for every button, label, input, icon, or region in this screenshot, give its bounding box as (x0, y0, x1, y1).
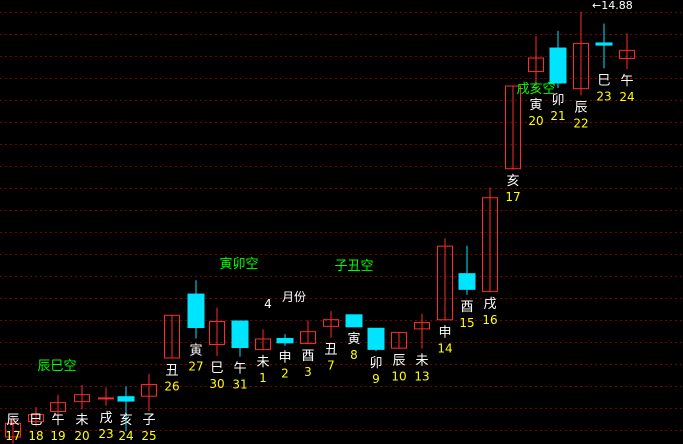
candle-body-down (367, 327, 385, 350)
day-label: 1 (259, 371, 267, 385)
branch-label: 卯 (369, 356, 382, 371)
candle-body-down (276, 337, 294, 344)
candle-body-up (619, 49, 635, 59)
candle-body-up (505, 85, 521, 170)
branch-label: 亥 (119, 413, 132, 428)
candle-body-down (231, 320, 249, 349)
candle-body-up (74, 394, 90, 403)
branch-label: 寅 (347, 331, 360, 347)
branch-label: 丑 (165, 363, 178, 378)
candle-body-up (391, 331, 407, 349)
day-label: 14 (437, 341, 452, 355)
day-label: 8 (350, 348, 358, 362)
branch-label: 申 (278, 351, 291, 366)
day-label: 15 (459, 316, 474, 330)
branch-label: 巳 (29, 413, 42, 428)
day-label: 3 (304, 365, 312, 379)
candle-body-up (482, 197, 498, 292)
candle-body-up (437, 245, 453, 321)
candle-body-down (345, 314, 363, 328)
branch-label: 寅 (529, 97, 542, 113)
candle-body-down (187, 293, 205, 329)
candle-body-down (117, 396, 135, 402)
day-label: 23 (596, 89, 611, 103)
branch-label: 辰 (574, 100, 587, 115)
high-marker: ←14.88 (592, 0, 633, 12)
candle-body-up (300, 331, 316, 344)
candle-body-up (255, 338, 271, 351)
candles (5, 11, 635, 444)
candle-body-up (141, 383, 157, 397)
day-label: 24 (619, 90, 634, 104)
day-label: 24 (118, 429, 133, 443)
branch-label: 丑 (324, 343, 337, 358)
annotation-label: 4 (264, 297, 272, 311)
branch-label: 巳 (210, 361, 223, 376)
candle-body-up (50, 402, 66, 412)
candle-body-down (549, 47, 567, 84)
annotation-label: 子丑空 (334, 259, 373, 274)
day-label: 17 (505, 190, 520, 204)
branch-label: 亥 (506, 174, 519, 189)
high-price-label: ←14.88 (592, 0, 633, 12)
annotation-label: 辰巳空 (37, 359, 76, 374)
day-label: 20 (74, 429, 89, 443)
branch-label: 戌 (483, 297, 496, 312)
branch-label: 巳 (597, 73, 610, 88)
candle-body-up (98, 397, 114, 400)
candle-body-up (209, 320, 225, 346)
day-label: 19 (50, 429, 65, 443)
candle-body-up (528, 57, 544, 73)
day-label: 2 (281, 367, 289, 381)
branch-label: 辰 (6, 413, 19, 428)
day-label: 31 (232, 378, 247, 392)
branch-label: 戌 (99, 411, 112, 426)
candle-body-up (28, 414, 44, 423)
day-label: 18 (28, 429, 43, 443)
branch-label: 午 (51, 413, 64, 428)
annotation-label: 寅卯空 (219, 256, 258, 272)
day-label: 16 (482, 313, 497, 327)
day-label: 26 (164, 379, 179, 393)
day-label: 7 (327, 359, 335, 373)
day-label: 21 (550, 109, 565, 123)
branch-label: 未 (415, 354, 428, 369)
branch-label: 申 (438, 325, 451, 340)
day-label: 9 (372, 372, 380, 386)
branch-label: 寅 (189, 342, 202, 358)
candle-body-down (595, 42, 613, 46)
day-label: 10 (391, 370, 406, 384)
candle-body-up (323, 319, 339, 327)
grid-lines (0, 12, 683, 431)
branch-label: 酉 (460, 300, 473, 315)
candle-body-down (458, 273, 476, 290)
branch-label: 酉 (301, 349, 314, 364)
candle-body-up (5, 422, 21, 438)
annotation-label: 月份 (282, 290, 306, 304)
branch-label: 辰 (392, 354, 405, 369)
day-label: 30 (209, 377, 224, 391)
candle-body-up (414, 322, 430, 330)
day-label: 23 (98, 427, 113, 441)
day-label: 22 (573, 116, 588, 130)
day-label: 20 (528, 114, 543, 128)
day-label: 25 (141, 429, 156, 443)
day-label: 13 (414, 370, 429, 384)
candle-body-up (573, 42, 589, 90)
annotation-label: 戌亥空 (516, 82, 555, 97)
branch-label: 子 (142, 413, 155, 428)
branch-label: 午 (620, 74, 633, 89)
branch-label: 未 (256, 355, 269, 370)
branch-label: 卯 (551, 93, 564, 108)
candle-body-up (164, 314, 180, 359)
branch-label: 午 (233, 362, 246, 377)
day-label: 27 (188, 359, 203, 373)
day-label: 17 (5, 429, 20, 443)
annotations: 辰巳空 寅卯空 4 月份 子丑空 戌亥空 (37, 82, 555, 374)
branch-label: 未 (75, 413, 88, 428)
